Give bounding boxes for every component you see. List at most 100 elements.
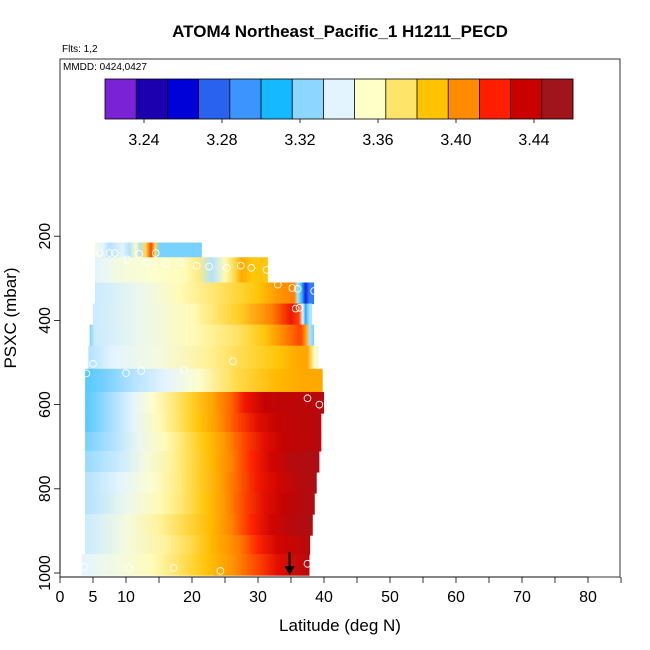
- sample-point: [216, 567, 225, 575]
- x-tick-label: 70: [513, 589, 531, 606]
- sample-point: [176, 258, 185, 267]
- sample-points: [80, 249, 324, 575]
- chart-title: ATOM4 Northeast_Pacific_1 H1211_PECD: [172, 22, 508, 41]
- x-tick-label: 0: [56, 589, 65, 606]
- colorbar-swatch: [323, 79, 355, 119]
- colorbar-swatch: [261, 79, 293, 119]
- sample-point: [262, 266, 271, 274]
- sample-point: [273, 280, 282, 289]
- heatmap-layer: [85, 391, 324, 414]
- y-tick-label: 600: [37, 391, 54, 418]
- sample-point: [137, 367, 146, 375]
- heatmap-layer: [85, 368, 323, 393]
- y-axis-label: PSXC (mbar): [1, 267, 20, 368]
- colorbar-swatch: [136, 79, 168, 119]
- heatmap-layer: [85, 514, 313, 536]
- x-tick-label: 80: [579, 589, 597, 606]
- sample-point: [124, 564, 133, 572]
- heatmap-layer: [93, 303, 313, 326]
- colorbar-swatch: [167, 79, 199, 119]
- chart-subtitle: Flts: 1,2: [62, 44, 98, 55]
- sample-point: [123, 255, 132, 264]
- colorbar-swatch: [541, 79, 574, 119]
- x-tick-label: 5: [89, 589, 98, 606]
- colorbar-tick-label: 3.28: [206, 132, 237, 149]
- sample-point: [180, 365, 188, 374]
- sample-point: [303, 559, 312, 568]
- x-tick-label: 50: [381, 589, 399, 606]
- sample-point: [229, 357, 237, 366]
- heatmap-layer: [85, 493, 315, 515]
- heatmap-layer: [88, 345, 319, 370]
- sample-point: [236, 261, 245, 270]
- sample-point: [151, 249, 160, 257]
- heatmap-layer: [85, 450, 320, 473]
- y-axis: 200 400 600 800 1000: [37, 223, 61, 591]
- colorbar-swatch: [292, 79, 324, 119]
- colorbar-swatch: [448, 79, 480, 119]
- x-axis: 0 5 10 20 30 40 50 60 70 80: [56, 576, 622, 606]
- heatmap-layers: [81, 242, 324, 576]
- sample-point: [223, 263, 231, 272]
- sample-point: [205, 262, 214, 271]
- x-tick-label: 40: [315, 589, 333, 606]
- colorbar-swatch: [417, 79, 449, 119]
- heatmap-layer: [85, 471, 317, 494]
- sample-point: [105, 249, 114, 257]
- heatmap-layer: [94, 282, 315, 305]
- sample-point: [293, 284, 302, 293]
- sample-point: [315, 400, 324, 409]
- heatmap-layer: [85, 413, 322, 433]
- sample-point: [89, 359, 97, 368]
- colorbar-swatch: [105, 79, 137, 119]
- heatmap-layer: [89, 324, 315, 347]
- colorbar-tick-label: 3.40: [440, 132, 471, 149]
- colorbar-tick-label: 3.32: [284, 132, 315, 149]
- colorbar: 3.24 3.28 3.32 3.36 3.40 3.44: [104, 78, 574, 149]
- sample-point: [122, 369, 130, 377]
- heatmap-layer: [85, 535, 311, 555]
- heatmap-layer: [94, 257, 268, 284]
- colorbar-swatch: [479, 79, 511, 119]
- sample-point: [80, 562, 89, 571]
- sample-point: [143, 258, 151, 267]
- sample-point: [110, 249, 119, 257]
- colorbar-tick-label: 3.44: [518, 132, 549, 149]
- colorbar-tick-label: 3.24: [128, 132, 159, 149]
- colorbar-swatch: [510, 79, 543, 119]
- sample-point: [288, 284, 297, 292]
- x-tick-label: 60: [447, 589, 465, 606]
- sample-point: [291, 304, 300, 313]
- arrow-head: [284, 566, 295, 576]
- y-tick-label: 800: [37, 475, 54, 502]
- x-tick-label: 20: [183, 589, 201, 606]
- colorbar-frame: [104, 78, 574, 120]
- sample-point: [295, 303, 304, 312]
- sample-point: [95, 249, 104, 257]
- colorbar-swatch: [354, 79, 387, 119]
- sample-point: [161, 259, 170, 268]
- heatmap-layer: [94, 242, 202, 258]
- location-arrow: [284, 551, 295, 576]
- x-tick-label: 30: [249, 589, 267, 606]
- colorbar-swatch: [198, 79, 231, 119]
- sample-point: [192, 261, 201, 270]
- colorbar-swatch: [385, 79, 418, 119]
- sample-point: [169, 564, 178, 572]
- colorbar-swatch: [229, 79, 262, 119]
- y-tick-label: 1000: [37, 555, 54, 591]
- x-tick-label: 10: [117, 589, 135, 606]
- sample-point: [303, 394, 312, 403]
- colorbar-tick-label: 3.36: [362, 132, 393, 149]
- y-tick-label: 200: [37, 223, 54, 250]
- sample-point: [82, 369, 91, 378]
- sample-point: [247, 263, 256, 272]
- mmdd-annotation: MMDD: 0424,0427: [63, 62, 147, 73]
- heatmap-layer: [85, 431, 322, 452]
- sample-point: [310, 287, 318, 295]
- sample-point: [135, 250, 144, 258]
- heatmap-layer: [81, 554, 310, 576]
- x-axis-label: Latitude (deg N): [279, 616, 401, 635]
- y-tick-label: 400: [37, 307, 54, 334]
